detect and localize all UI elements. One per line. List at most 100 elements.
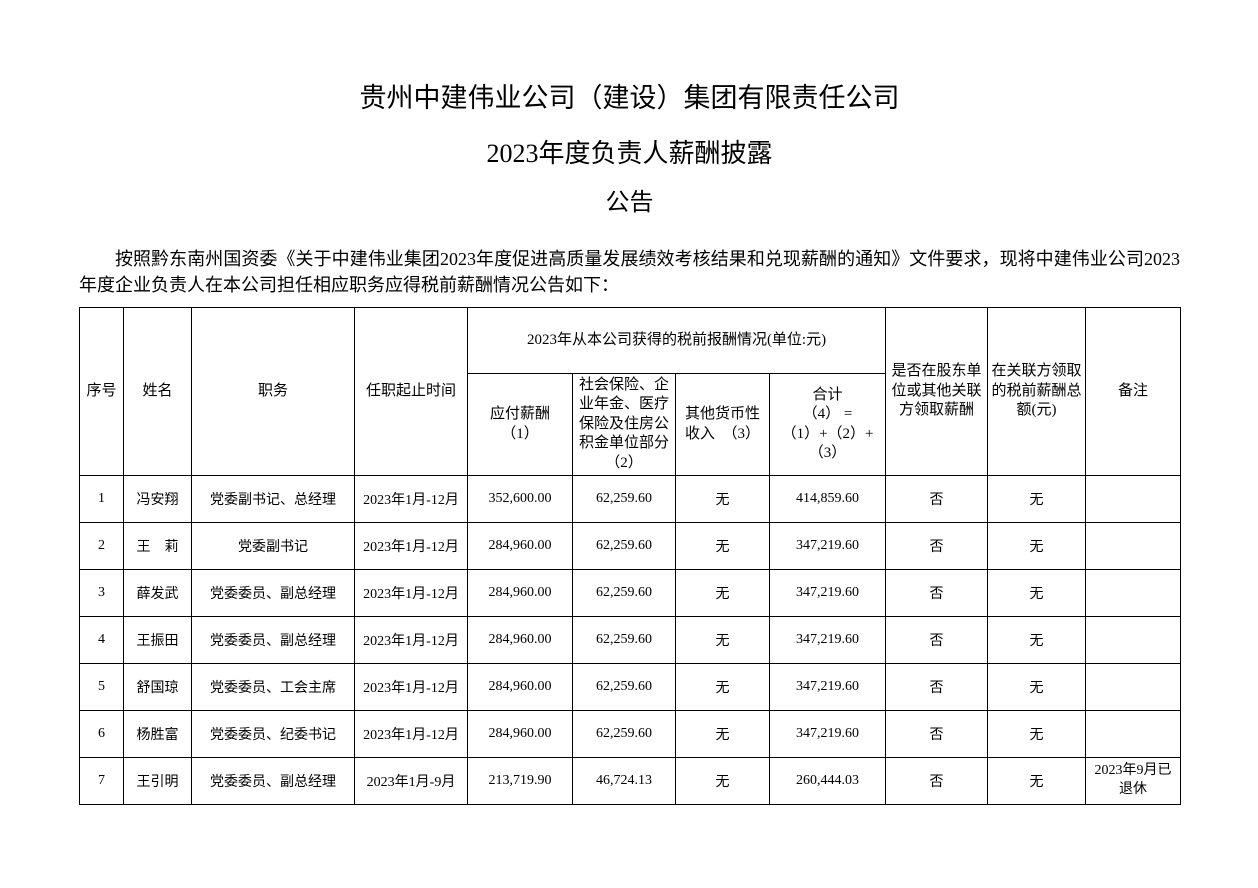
cell-term: 2023年1月-12月 bbox=[354, 569, 468, 618]
cell-remark bbox=[1085, 710, 1182, 759]
page-subtitle: 2023年度负责人薪酬披露 bbox=[486, 139, 773, 169]
table-row: 2 王 莉 党委副书记 2023年1月-12月 284,960.00 62,25… bbox=[79, 522, 1182, 571]
header-row-top: 序号 姓名 职务 任职起止时间 2023年从本公司获得的税前报酬情况(单位:元)… bbox=[79, 306, 1182, 477]
cell-term: 2023年1月-12月 bbox=[354, 710, 468, 759]
cell-other-income: 无 bbox=[675, 475, 770, 524]
cell-total: 347,219.60 bbox=[768, 616, 887, 665]
cell-other-income: 无 bbox=[675, 616, 770, 665]
col-header-related-amount: 在关联方领取的税前薪酬总额(元) bbox=[987, 306, 1087, 477]
cell-related-amount: 无 bbox=[987, 569, 1087, 618]
cell-name: 杨胜富 bbox=[123, 710, 192, 759]
cell-payable: 284,960.00 bbox=[467, 663, 573, 712]
header-row-sub: 应付薪酬 （1） 社会保险、企业年金、医疗保险及住房公积金单位部分（2） 其他货… bbox=[80, 372, 1181, 477]
col-header-term: 任职起止时间 bbox=[354, 306, 468, 477]
cell-related-amount: 无 bbox=[987, 522, 1087, 571]
cell-index: 5 bbox=[79, 663, 124, 712]
cell-related-amount: 无 bbox=[987, 663, 1087, 712]
col-header-payable: 应付薪酬 （1） bbox=[467, 372, 573, 477]
cell-payable: 284,960.00 bbox=[467, 569, 573, 618]
cell-index: 2 bbox=[79, 522, 124, 571]
cell-related-amount: 无 bbox=[987, 616, 1087, 665]
cell-total: 260,444.03 bbox=[768, 757, 887, 806]
col-header-compensation-group: 2023年从本公司获得的税前报酬情况(单位:元) bbox=[466, 306, 887, 374]
cell-name: 王 莉 bbox=[123, 522, 192, 571]
cell-index: 7 bbox=[79, 757, 124, 806]
cell-name: 王引明 bbox=[123, 757, 192, 806]
cell-position: 党委委员、副总经理 bbox=[191, 569, 355, 618]
table-body: 1 冯安翔 党委副书记、总经理 2023年1月-12月 352,600.00 6… bbox=[79, 475, 1182, 806]
cell-other-income: 无 bbox=[675, 569, 770, 618]
doc-type-heading: 公告 bbox=[605, 189, 654, 216]
cell-position: 党委委员、纪委书记 bbox=[191, 710, 355, 759]
cell-insurance: 62,259.60 bbox=[572, 616, 676, 665]
table-row: 4 王振田 党委委员、副总经理 2023年1月-12月 284,960.00 6… bbox=[79, 616, 1182, 665]
cell-total: 347,219.60 bbox=[768, 663, 887, 712]
intro-paragraph: 按照黔东南州国资委《关于中建伟业集团2023年度促进高质量发展绩效考核结果和兑现… bbox=[79, 248, 1180, 295]
cell-related-amount: 无 bbox=[987, 757, 1087, 806]
table-row: 3 薛发武 党委委员、副总经理 2023年1月-12月 284,960.00 6… bbox=[79, 569, 1182, 618]
table-row: 5 舒国琼 党委委员、工会主席 2023年1月-12月 284,960.00 6… bbox=[79, 663, 1182, 712]
cell-remark: 2023年9月已退休 bbox=[1085, 757, 1182, 806]
cell-insurance: 46,724.13 bbox=[572, 757, 676, 806]
cell-remark bbox=[1085, 569, 1182, 618]
salary-table: 序号 姓名 职务 任职起止时间 2023年从本公司获得的税前报酬情况(单位:元)… bbox=[79, 306, 1182, 806]
cell-position: 党委副书记、总经理 bbox=[191, 475, 355, 524]
cell-related-party: 否 bbox=[885, 616, 989, 665]
cell-index: 1 bbox=[79, 475, 124, 524]
cell-total: 347,219.60 bbox=[768, 710, 887, 759]
cell-related-party: 否 bbox=[885, 475, 989, 524]
col-header-other-income: 其他货币性收入 （3） bbox=[675, 372, 770, 477]
col-header-insurance: 社会保险、企业年金、医疗保险及住房公积金单位部分（2） bbox=[572, 372, 676, 477]
col-header-position: 职务 bbox=[191, 306, 355, 477]
table-row: 1 冯安翔 党委副书记、总经理 2023年1月-12月 352,600.00 6… bbox=[79, 475, 1182, 524]
cell-name: 王振田 bbox=[123, 616, 192, 665]
cell-name: 冯安翔 bbox=[123, 475, 192, 524]
col-header-index: 序号 bbox=[79, 306, 124, 477]
cell-other-income: 无 bbox=[675, 522, 770, 571]
cell-index: 3 bbox=[79, 569, 124, 618]
cell-related-party: 否 bbox=[885, 757, 989, 806]
cell-remark bbox=[1085, 522, 1182, 571]
cell-insurance: 62,259.60 bbox=[572, 569, 676, 618]
table-header: 序号 姓名 职务 任职起止时间 2023年从本公司获得的税前报酬情况(单位:元)… bbox=[79, 306, 1182, 477]
cell-payable: 213,719.90 bbox=[467, 757, 573, 806]
cell-payable: 352,600.00 bbox=[467, 475, 573, 524]
cell-total: 347,219.60 bbox=[768, 569, 887, 618]
cell-insurance: 62,259.60 bbox=[572, 522, 676, 571]
cell-other-income: 无 bbox=[675, 710, 770, 759]
cell-other-income: 无 bbox=[675, 663, 770, 712]
cell-position: 党委委员、副总经理 bbox=[191, 757, 355, 806]
cell-total: 414,859.60 bbox=[768, 475, 887, 524]
cell-related-amount: 无 bbox=[987, 475, 1087, 524]
page-title: 贵州中建伟业公司（建设）集团有限责任公司 bbox=[359, 83, 900, 113]
cell-related-party: 否 bbox=[885, 569, 989, 618]
cell-term: 2023年1月-12月 bbox=[354, 663, 468, 712]
document-page: 贵州中建伟业公司（建设）集团有限责任公司 2023年度负责人薪酬披露 公告 按照… bbox=[79, 83, 1182, 806]
cell-related-amount: 无 bbox=[987, 710, 1087, 759]
cell-related-party: 否 bbox=[885, 522, 989, 571]
cell-remark bbox=[1085, 616, 1182, 665]
cell-insurance: 62,259.60 bbox=[572, 710, 676, 759]
cell-payable: 284,960.00 bbox=[467, 710, 573, 759]
cell-remark bbox=[1085, 475, 1182, 524]
cell-position: 党委副书记 bbox=[191, 522, 355, 571]
cell-insurance: 62,259.60 bbox=[572, 663, 676, 712]
cell-total: 347,219.60 bbox=[768, 522, 887, 571]
cell-term: 2023年1月-12月 bbox=[354, 475, 468, 524]
col-header-remark: 备注 bbox=[1085, 306, 1182, 477]
col-header-related-party: 是否在股东单位或其他关联方领取薪酬 bbox=[885, 306, 989, 477]
cell-insurance: 62,259.60 bbox=[572, 475, 676, 524]
col-header-total: 合计 （4） = （1）+（2）+ （3） bbox=[768, 372, 887, 477]
cell-name: 舒国琼 bbox=[123, 663, 192, 712]
cell-payable: 284,960.00 bbox=[467, 522, 573, 571]
col-header-name: 姓名 bbox=[123, 306, 192, 477]
cell-term: 2023年1月-9月 bbox=[354, 757, 468, 806]
cell-related-party: 否 bbox=[885, 663, 989, 712]
cell-remark bbox=[1085, 663, 1182, 712]
cell-index: 4 bbox=[79, 616, 124, 665]
cell-term: 2023年1月-12月 bbox=[354, 616, 468, 665]
cell-position: 党委委员、副总经理 bbox=[191, 616, 355, 665]
table-row: 7 王引明 党委委员、副总经理 2023年1月-9月 213,719.90 46… bbox=[79, 757, 1182, 806]
table-row: 6 杨胜富 党委委员、纪委书记 2023年1月-12月 284,960.00 6… bbox=[79, 710, 1182, 759]
cell-related-party: 否 bbox=[885, 710, 989, 759]
